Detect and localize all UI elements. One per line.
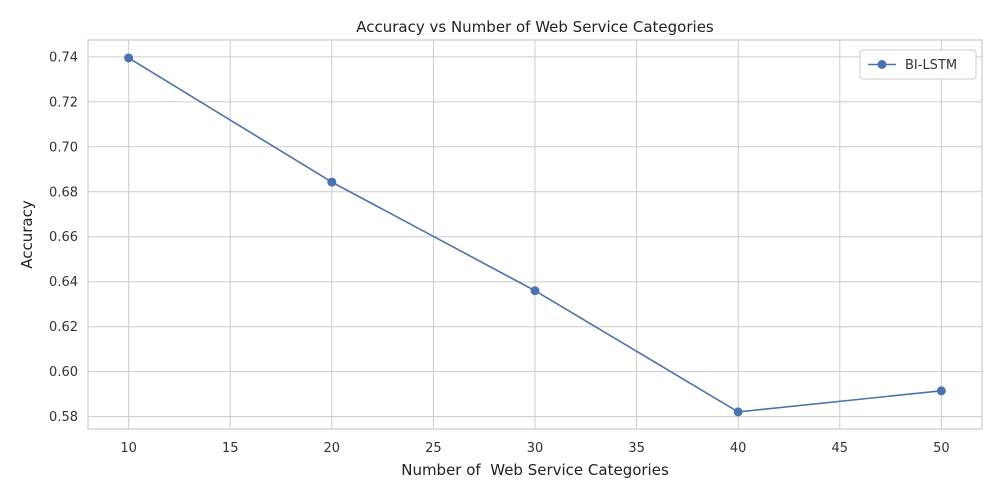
y-tick-label: 0.58 [49,410,78,425]
x-tick-label: 15 [222,441,239,456]
y-tick-label: 0.70 [49,140,78,155]
y-axis-label: Accuracy [18,200,36,269]
series-layer [124,53,946,417]
plot-frame [87,39,983,430]
y-tick-label: 0.64 [49,275,78,290]
legend-box [859,49,977,80]
x-tick-label: 20 [324,441,341,456]
y-axis-ticks: 0.58 0.60 0.62 0.64 0.66 0.68 0.70 0.72 0.74 [49,50,78,425]
data-point [530,286,540,296]
legend-label: BI-LSTM [905,58,957,73]
y-tick-label: 0.68 [49,185,78,200]
legend-marker-swatch [877,60,887,69]
data-point [327,177,337,187]
legend: BI-LSTM [859,49,977,80]
y-tick-label: 0.74 [49,50,78,65]
y-tick-label: 0.72 [49,95,78,110]
data-point [936,386,946,396]
x-tick-label: 35 [628,441,645,456]
x-tick-label: 30 [527,441,544,456]
x-tick-label: 50 [933,441,950,456]
x-tick-label: 10 [120,441,137,456]
x-tick-label: 45 [831,441,848,456]
y-tick-label: 0.60 [49,365,78,380]
data-point [124,53,134,63]
x-tick-label: 25 [425,441,442,456]
chart-title: Accuracy vs Number of Web Service Catego… [356,18,714,36]
x-tick-label: 40 [730,441,747,456]
grid-lines [88,40,982,429]
y-tick-label: 0.62 [49,320,78,335]
data-point [733,407,743,417]
x-axis-ticks: 10 15 20 25 30 35 40 45 50 [120,441,949,456]
y-tick-label: 0.66 [49,230,78,245]
x-axis-label: Number of Web Service Categories [401,461,669,479]
